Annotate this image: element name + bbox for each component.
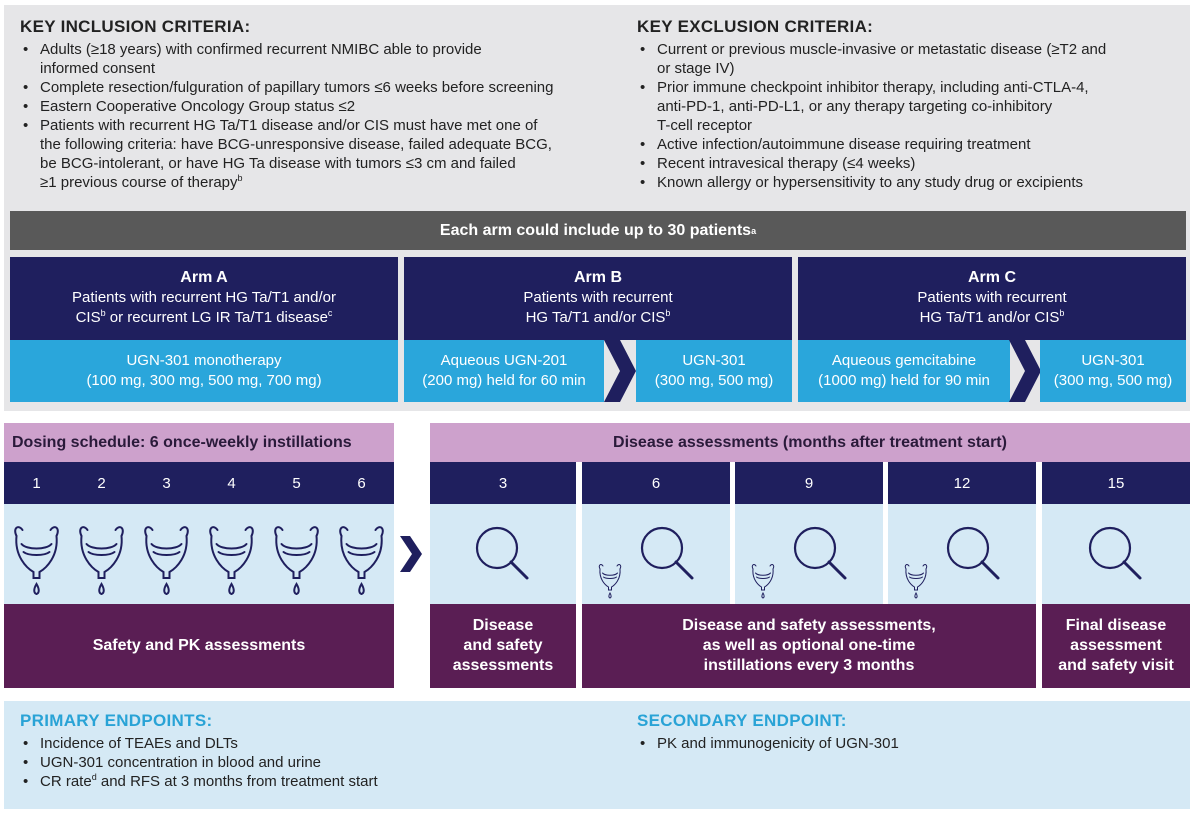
week-number: 5 bbox=[292, 474, 301, 492]
month-header: 15 bbox=[1042, 462, 1190, 504]
list-item: Complete resection/fulguration of papill… bbox=[20, 78, 620, 97]
secondary-list: PK and immunogenicity of UGN-301 bbox=[637, 734, 1177, 753]
inclusion-criteria: KEY INCLUSION CRITERIA: Adults (≥18 year… bbox=[20, 17, 620, 192]
magnifier-icon bbox=[946, 526, 1000, 580]
month-icons bbox=[582, 504, 730, 604]
arms-header: Each arm could include up to 30 patients… bbox=[10, 211, 1186, 250]
list-item: Active infection/autoimmune disease requ… bbox=[637, 135, 1187, 154]
bladder-drip-icon bbox=[274, 526, 319, 596]
list-item: PK and immunogenicity of UGN-301 bbox=[637, 734, 1177, 753]
week-number: 4 bbox=[227, 474, 236, 492]
bladder-drip-icon bbox=[598, 564, 622, 599]
chevron-right-icon bbox=[1009, 340, 1041, 402]
arm-c-title: Arm C bbox=[967, 269, 1016, 286]
arm-b-desc: Patients with recurrent HG Ta/T1 and/or … bbox=[523, 289, 673, 326]
month-icons bbox=[430, 504, 576, 604]
arm-a-title: Arm A bbox=[180, 269, 228, 286]
arm-b-title: Arm B bbox=[573, 269, 622, 286]
arm-c-pretreatment: Aqueous gemcitabine (1000 mg) held for 90… bbox=[798, 340, 1010, 402]
inclusion-list: Adults (≥18 years) with confirmed recurr… bbox=[20, 40, 620, 192]
month-header: 6 bbox=[582, 462, 730, 504]
bladder-drip-icon bbox=[904, 564, 928, 599]
week-number: 6 bbox=[357, 474, 366, 492]
arm-b-pretreatment: Aqueous UGN-201 (200 mg) held for 60 min bbox=[404, 340, 604, 402]
primary-endpoints: PRIMARY ENDPOINTS: Incidence of TEAEs an… bbox=[20, 711, 620, 791]
primary-list: Incidence of TEAEs and DLTs UGN-301 conc… bbox=[20, 734, 620, 791]
arm-c-desc: Patients with recurrent HG Ta/T1 and/or … bbox=[917, 289, 1067, 326]
inclusion-title: KEY INCLUSION CRITERIA: bbox=[20, 17, 251, 36]
list-item: Adults (≥18 years) with confirmed recurr… bbox=[20, 40, 620, 78]
secondary-title: SECONDARY ENDPOINT: bbox=[637, 711, 847, 730]
bladder-drip-icon bbox=[339, 526, 384, 596]
week-number: 1 bbox=[32, 474, 41, 492]
bladder-drip-icon bbox=[79, 526, 124, 596]
arm-c-treatment: UGN-301 (300 mg, 500 mg) bbox=[1040, 340, 1186, 402]
arm-a-desc: Patients with recurrent HG Ta/T1 and/or … bbox=[71, 289, 336, 326]
dosing-weeks-row: 1 2 3 4 5 6 bbox=[4, 462, 394, 504]
secondary-endpoints: SECONDARY ENDPOINT: PK and immunogenicit… bbox=[637, 711, 1177, 753]
arm-a-treatment: UGN-301 monotherapy (100 mg, 300 mg, 500 … bbox=[10, 340, 398, 402]
bladder-drip-icon bbox=[209, 526, 254, 596]
list-item: Known allergy or hypersensitivity to any… bbox=[637, 173, 1187, 192]
arm-b-treatment: UGN-301 (300 mg, 500 mg) bbox=[636, 340, 792, 402]
list-item: Recent intravesical therapy (≤4 weeks) bbox=[637, 154, 1187, 173]
assessment-footer-15m: Final disease assessment and safety visit bbox=[1042, 604, 1190, 688]
arm-b-header: Arm B Patients with recurrent HG Ta/T1 a… bbox=[404, 257, 792, 340]
exclusion-criteria: KEY EXCLUSION CRITERIA: Current or previ… bbox=[637, 17, 1187, 192]
magnifier-icon bbox=[793, 526, 847, 580]
month-header: 3 bbox=[430, 462, 576, 504]
assessments-title: Disease assessments (months after treatm… bbox=[430, 423, 1190, 462]
exclusion-title: KEY EXCLUSION CRITERIA: bbox=[637, 17, 874, 36]
chevron-right-icon bbox=[604, 340, 636, 402]
list-item: Patients with recurrent HG Ta/T1 disease… bbox=[20, 116, 620, 192]
month-icons bbox=[1042, 504, 1190, 604]
dosing-title: Dosing schedule: 6 once-weekly instillat… bbox=[4, 423, 394, 462]
bladder-drip-icon bbox=[14, 526, 59, 596]
arm-c-header: Arm C Patients with recurrent HG Ta/T1 a… bbox=[798, 257, 1186, 340]
magnifier-icon bbox=[640, 526, 694, 580]
assessment-footer-6-12m: Disease and safety assessments, as well a… bbox=[582, 604, 1036, 688]
list-item: Incidence of TEAEs and DLTs bbox=[20, 734, 620, 753]
month-header: 9 bbox=[735, 462, 883, 504]
list-item: Eastern Cooperative Oncology Group statu… bbox=[20, 97, 620, 116]
month-icons bbox=[888, 504, 1036, 604]
dosing-icons-row bbox=[4, 504, 394, 604]
primary-title: PRIMARY ENDPOINTS: bbox=[20, 711, 213, 730]
dosing-icons bbox=[14, 526, 384, 596]
assessment-footer-3m: Disease and safety assessments bbox=[430, 604, 576, 688]
bladder-drip-icon bbox=[144, 526, 189, 596]
month-header: 12 bbox=[888, 462, 1036, 504]
exclusion-list: Current or previous muscle-invasive or m… bbox=[637, 40, 1187, 192]
chevron-right-icon bbox=[400, 536, 422, 572]
week-number: 2 bbox=[97, 474, 106, 492]
magnifier-icon bbox=[1088, 526, 1142, 580]
month-icons bbox=[735, 504, 883, 604]
magnifier-icon bbox=[475, 526, 529, 580]
week-number: 3 bbox=[162, 474, 171, 492]
list-item: Prior immune checkpoint inhibitor therap… bbox=[637, 78, 1187, 135]
list-item: CR rated and RFS at 3 months from treatm… bbox=[20, 772, 620, 791]
bladder-drip-icon bbox=[751, 564, 775, 599]
dosing-weeks: 1 2 3 4 5 6 bbox=[4, 462, 394, 504]
list-item: Current or previous muscle-invasive or m… bbox=[637, 40, 1187, 78]
dosing-footer: Safety and PK assessments bbox=[4, 604, 394, 688]
list-item: UGN-301 concentration in blood and urine bbox=[20, 753, 620, 772]
arm-a-header: Arm A Patients with recurrent HG Ta/T1 a… bbox=[10, 257, 398, 340]
